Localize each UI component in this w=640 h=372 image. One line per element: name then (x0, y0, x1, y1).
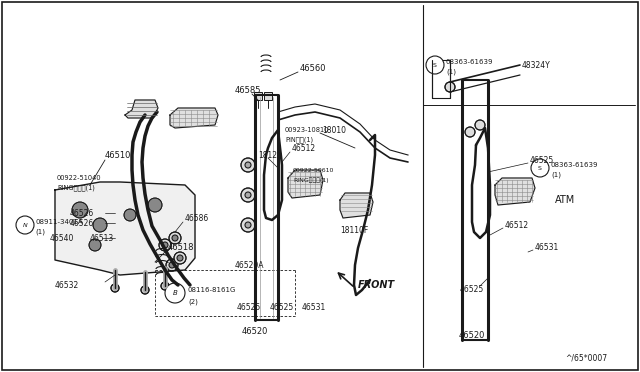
Circle shape (169, 232, 181, 244)
Circle shape (162, 242, 168, 248)
Text: RINGリング(1): RINGリング(1) (293, 177, 328, 183)
Bar (264, 92, 272, 100)
Text: 46531: 46531 (535, 244, 559, 253)
Text: 46526: 46526 (70, 208, 94, 218)
Circle shape (89, 239, 101, 251)
Circle shape (169, 262, 175, 268)
Circle shape (72, 202, 88, 218)
Circle shape (531, 159, 549, 177)
Text: S: S (433, 62, 437, 67)
Circle shape (148, 198, 162, 212)
Circle shape (93, 218, 107, 232)
Text: 46525: 46525 (460, 285, 484, 295)
Polygon shape (288, 170, 323, 198)
Text: 18110F: 18110F (340, 225, 368, 234)
Circle shape (159, 239, 171, 251)
Circle shape (161, 282, 169, 290)
Text: 00922-50610: 00922-50610 (293, 167, 334, 173)
Polygon shape (125, 100, 158, 118)
Text: 18120: 18120 (258, 151, 282, 160)
Circle shape (124, 209, 136, 221)
Polygon shape (495, 178, 535, 205)
Text: 46585: 46585 (235, 86, 262, 94)
Circle shape (245, 222, 251, 228)
Text: 46520A: 46520A (235, 260, 264, 269)
Circle shape (172, 235, 178, 241)
Text: 46512: 46512 (505, 221, 529, 230)
Circle shape (174, 252, 186, 264)
Text: 46525: 46525 (530, 155, 554, 164)
Circle shape (16, 216, 34, 234)
Text: N: N (22, 222, 28, 228)
Circle shape (166, 259, 178, 271)
Circle shape (445, 82, 455, 92)
Text: ATM: ATM (555, 195, 575, 205)
Circle shape (141, 286, 149, 294)
Polygon shape (340, 193, 373, 218)
Bar (432, 60, 450, 98)
Text: 46525: 46525 (270, 304, 294, 312)
Polygon shape (55, 182, 195, 275)
Text: 46560: 46560 (300, 64, 326, 73)
Text: 46510: 46510 (105, 151, 131, 160)
Text: 46586: 46586 (185, 214, 209, 222)
Text: 08363-61639: 08363-61639 (551, 162, 598, 168)
Text: 46512: 46512 (292, 144, 316, 153)
Circle shape (426, 56, 444, 74)
Text: 08363-61639: 08363-61639 (446, 59, 493, 65)
Circle shape (245, 192, 251, 198)
Circle shape (165, 283, 185, 303)
Text: (1): (1) (551, 172, 561, 178)
Text: (1): (1) (446, 69, 456, 75)
Text: 08911-3401A: 08911-3401A (35, 219, 83, 225)
Circle shape (241, 188, 255, 202)
Text: B: B (173, 290, 177, 296)
Text: 46526: 46526 (70, 218, 94, 228)
Text: RINGリング(1): RINGリング(1) (57, 185, 95, 191)
Circle shape (465, 127, 475, 137)
Circle shape (177, 255, 183, 261)
Text: 18010: 18010 (322, 125, 346, 135)
Text: 46513: 46513 (90, 234, 115, 243)
Text: 46540: 46540 (50, 234, 74, 243)
Text: (2): (2) (188, 299, 198, 305)
Text: ^/65*0007: ^/65*0007 (565, 353, 607, 362)
Text: 48324Y: 48324Y (522, 61, 551, 70)
Text: 46531: 46531 (302, 304, 326, 312)
Text: 46520: 46520 (459, 330, 485, 340)
Text: FRONT: FRONT (358, 280, 395, 290)
Text: 46520: 46520 (242, 327, 268, 337)
Text: PINピン(1): PINピン(1) (285, 137, 313, 143)
Circle shape (111, 284, 119, 292)
Text: 46518: 46518 (168, 243, 195, 251)
Circle shape (241, 158, 255, 172)
Circle shape (241, 218, 255, 232)
Circle shape (245, 162, 251, 168)
Text: 46532: 46532 (55, 280, 79, 289)
Text: 08116-8161G: 08116-8161G (188, 287, 236, 293)
Polygon shape (170, 108, 218, 128)
Text: 00922-51040: 00922-51040 (57, 175, 102, 181)
Text: 00923-10810: 00923-10810 (285, 127, 330, 133)
Text: 46525: 46525 (237, 304, 261, 312)
Text: (1): (1) (35, 229, 45, 235)
Bar (254, 92, 262, 100)
Circle shape (475, 120, 485, 130)
Text: S: S (538, 166, 542, 170)
